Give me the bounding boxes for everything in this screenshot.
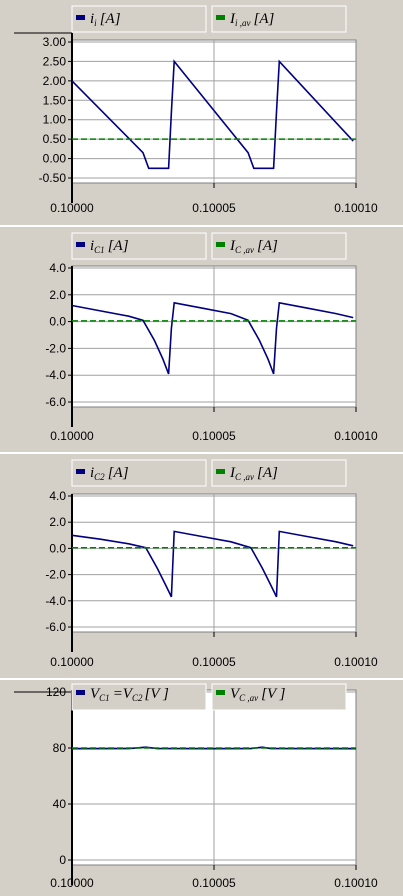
legend-entry bbox=[211, 683, 347, 711]
y-tick-label: 0.0 bbox=[49, 541, 66, 555]
y-tick-label: 0.50 bbox=[43, 132, 67, 146]
y-tick-label: 40 bbox=[53, 797, 67, 811]
waveform-series-line bbox=[71, 301, 354, 375]
waveform-series-line bbox=[71, 59, 354, 170]
y-tick-label: 1.00 bbox=[43, 113, 67, 127]
legend-label: iC1 [A] bbox=[90, 238, 129, 255]
x-tick-label: 0.10005 bbox=[192, 201, 236, 215]
y-tick-label: -2.0 bbox=[45, 568, 66, 582]
y-tick-label: -6.0 bbox=[45, 395, 66, 409]
x-tick-label: 0.10010 bbox=[334, 876, 378, 890]
x-tick-label: 0.10005 bbox=[192, 655, 236, 669]
legend-label: iC2 [A] bbox=[90, 465, 129, 482]
legend-swatch bbox=[216, 469, 225, 474]
x-tick-label: 0.10010 bbox=[334, 429, 378, 443]
y-tick-label: 2.0 bbox=[49, 288, 66, 302]
legend-entry bbox=[71, 459, 207, 487]
legend-swatch bbox=[76, 15, 85, 20]
legend-swatch bbox=[76, 242, 85, 247]
x-tick-label: 0.10005 bbox=[192, 876, 236, 890]
chart-panel-capacitor2-current: 4.0 2.0 0.0 -2.0 -4.0 -6.0 0.10000 0.10005 0.100… bbox=[0, 454, 403, 678]
y-tick-label: 1.50 bbox=[43, 93, 67, 107]
y-tick-label: 2.50 bbox=[43, 54, 67, 68]
y-tick-label: -6.0 bbox=[45, 620, 66, 634]
waveform-series-line bbox=[71, 746, 357, 750]
x-tick-label: 0.10000 bbox=[50, 655, 94, 669]
legend-entry bbox=[211, 459, 347, 487]
legend-entry bbox=[71, 5, 207, 33]
legend-label: Ii ,av [A] bbox=[229, 11, 275, 28]
legend-label: ii [A] bbox=[90, 11, 121, 28]
legend-label: VC ,av [V ] bbox=[230, 686, 286, 703]
y-tick-label: 2.00 bbox=[43, 74, 67, 88]
legend-swatch bbox=[76, 690, 85, 695]
chart-svg: 4.0 2.0 0.0 -2.0 -4.0 -6.0 0.10000 0.10005 0.100… bbox=[45, 459, 378, 669]
y-tick-label: 4.0 bbox=[49, 489, 66, 503]
y-tick-label: 3.00 bbox=[43, 35, 67, 49]
x-tick-label: 0.10010 bbox=[334, 201, 378, 215]
y-tick-label: 0.00 bbox=[43, 152, 67, 166]
y-tick-label: 2.0 bbox=[49, 515, 66, 529]
waveform-series-line bbox=[71, 530, 354, 598]
y-tick-label: 0.0 bbox=[49, 315, 66, 329]
x-tick-label: 0.10000 bbox=[50, 429, 94, 443]
chart-panel-input-current: 3.00 2.50 2.00 1.50 1.00 0.50 0.00 -0.50 0.10000… bbox=[0, 0, 403, 225]
legend-swatch bbox=[216, 242, 225, 247]
legend-label: IC ,av [A] bbox=[229, 238, 278, 255]
legend-swatch bbox=[216, 690, 225, 695]
y-tick-label: 4.0 bbox=[49, 261, 66, 275]
chart-panel-capacitor1-current: 4.0 2.0 0.0 -2.0 -4.0 -6.0 0.10000 0.10005 0.100… bbox=[0, 227, 403, 452]
y-tick-label: -0.50 bbox=[39, 171, 67, 185]
legend-label: IC ,av [A] bbox=[229, 465, 278, 482]
legend-entry bbox=[211, 5, 347, 33]
chart-svg: 3.00 2.50 2.00 1.50 1.00 0.50 0.00 -0.50 0.10000… bbox=[14, 5, 378, 215]
y-tick-label: -2.0 bbox=[45, 341, 66, 355]
y-tick-label: -4.0 bbox=[45, 594, 66, 608]
legend-swatch bbox=[216, 15, 225, 20]
legend-entry bbox=[211, 232, 347, 260]
y-tick-label: 0 bbox=[59, 853, 66, 867]
x-tick-label: 0.10005 bbox=[192, 429, 236, 443]
y-tick-label: 80 bbox=[53, 741, 67, 755]
chart-svg: 4.0 2.0 0.0 -2.0 -4.0 -6.0 0.10000 0.10005 0.100… bbox=[45, 232, 378, 443]
legend-entry bbox=[71, 232, 207, 260]
x-tick-label: 0.10010 bbox=[334, 655, 378, 669]
x-tick-label: 0.10000 bbox=[50, 201, 94, 215]
legend-entry bbox=[71, 683, 207, 711]
legend-label: VC1 =VC2 [V ] bbox=[90, 686, 169, 703]
legend-swatch bbox=[76, 469, 85, 474]
y-tick-label: -4.0 bbox=[45, 368, 66, 382]
